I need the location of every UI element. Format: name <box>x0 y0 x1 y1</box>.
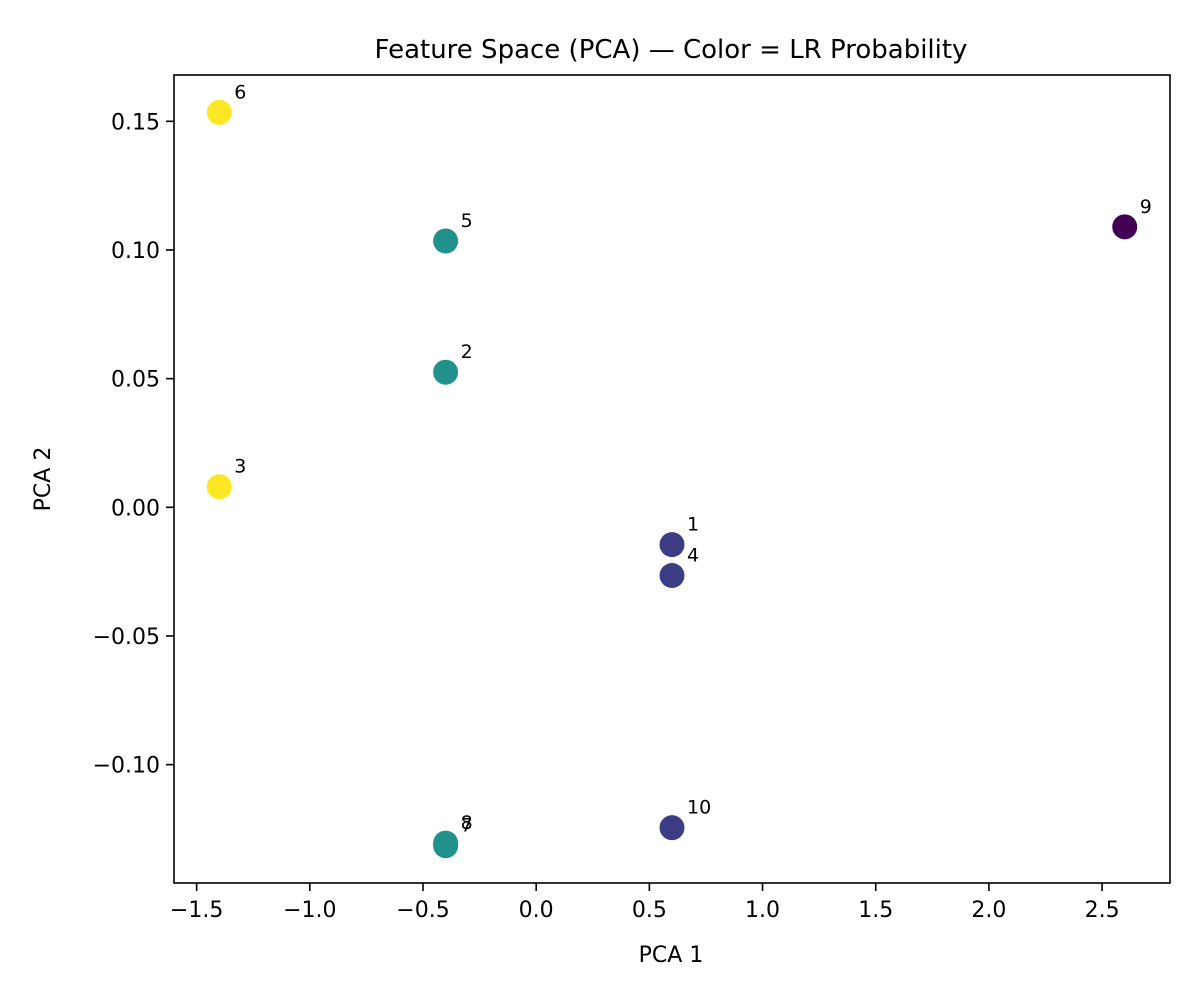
point-label: 3 <box>234 456 246 478</box>
x-tick-label: 1.0 <box>745 898 780 923</box>
x-tick-label: −0.5 <box>396 898 449 923</box>
x-tick-label: −1.5 <box>170 898 223 923</box>
data-point <box>433 228 459 254</box>
y-tick-label: 0.00 <box>111 496 160 521</box>
y-axis: −0.10 −0.05 0.00 0.05 0.10 0.15 <box>93 110 174 779</box>
x-tick-label: 0.0 <box>519 898 554 923</box>
point-label: 1 <box>687 514 699 536</box>
point-label: 9 <box>1140 196 1152 218</box>
point-label: 6 <box>234 81 246 103</box>
point-label: 2 <box>461 341 473 363</box>
x-tick-label: 0.5 <box>632 898 667 923</box>
data-point <box>659 532 685 558</box>
data-points: 1 2 3 4 5 6 78 9 10 <box>206 81 1152 859</box>
x-tick-label: 2.5 <box>1085 898 1120 923</box>
data-point <box>1112 214 1138 240</box>
y-tick-label: 0.05 <box>111 368 160 393</box>
data-point <box>206 99 232 125</box>
chart-title: Feature Space (PCA) — Color = LR Probabi… <box>375 35 968 65</box>
y-tick-label: −0.10 <box>93 754 160 779</box>
x-axis-label: PCA 1 <box>639 943 704 968</box>
y-tick-label: 0.10 <box>111 239 160 264</box>
y-tick-label: 0.15 <box>111 110 160 135</box>
data-point <box>433 359 459 385</box>
point-label: 5 <box>461 210 473 232</box>
data-point <box>206 474 232 500</box>
data-point <box>433 830 459 856</box>
point-label: 4 <box>687 544 699 566</box>
point-label: 8 <box>461 812 473 834</box>
x-axis: −1.5 −1.0 −0.5 0.0 0.5 1.0 1.5 2.0 2.5 <box>170 883 1120 923</box>
point-label: 10 <box>687 797 711 819</box>
x-tick-label: 2.0 <box>971 898 1006 923</box>
x-tick-label: −1.0 <box>283 898 336 923</box>
x-tick-label: 1.5 <box>858 898 893 923</box>
y-tick-label: −0.05 <box>93 625 160 650</box>
data-point <box>659 562 685 588</box>
y-axis-label: PCA 2 <box>31 447 56 512</box>
point-label: 7 <box>461 815 473 837</box>
data-point <box>659 815 685 841</box>
plot-area-frame <box>173 74 1171 884</box>
